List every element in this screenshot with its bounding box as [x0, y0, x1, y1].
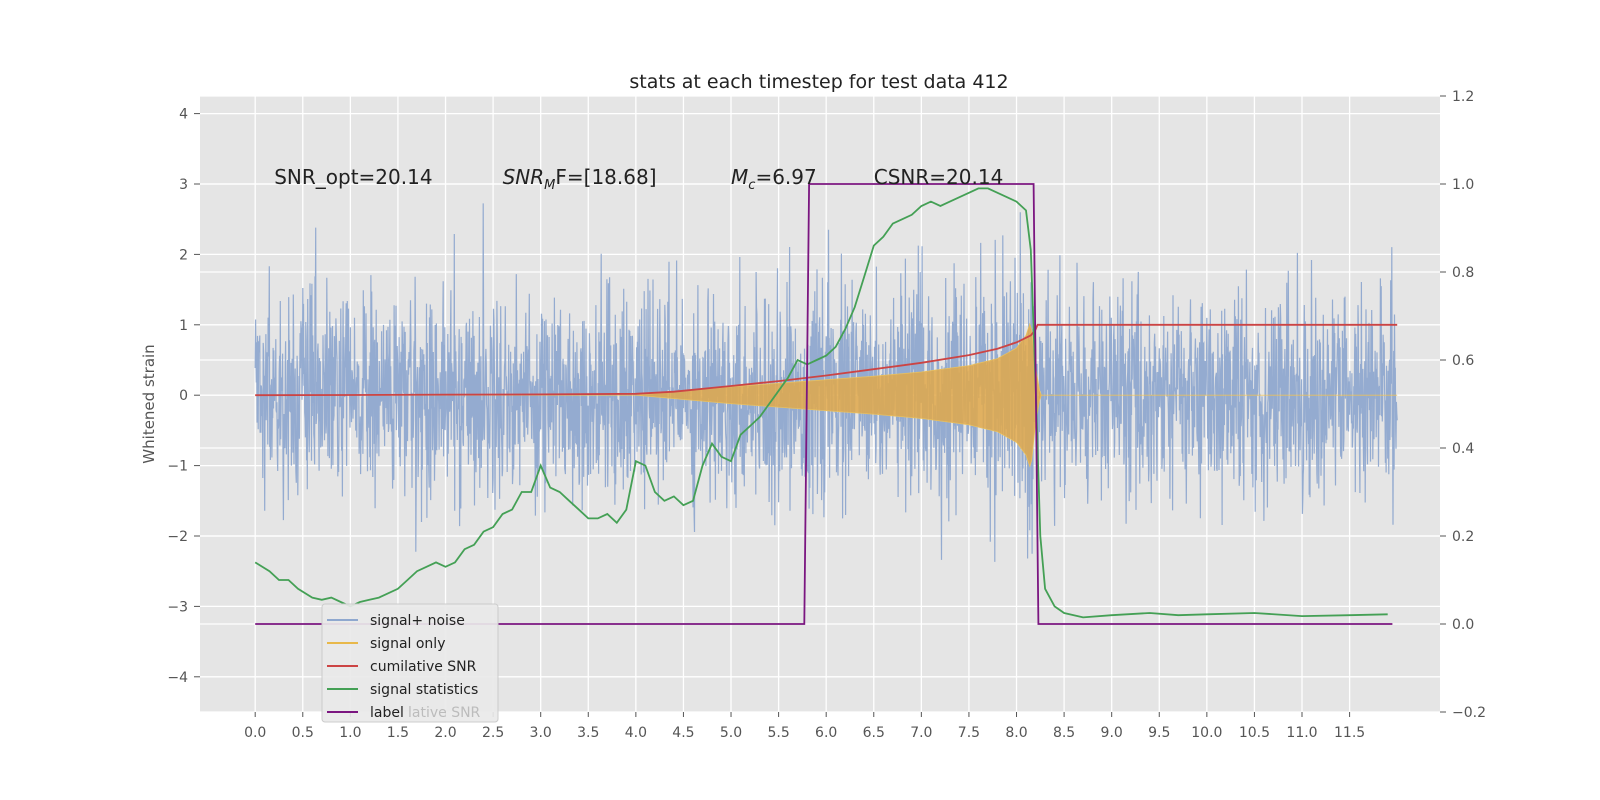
annotations: SNR_opt=20.14 SNRMF=[18.68] Mc=6.97 CSNR=20… — [274, 165, 1003, 193]
x-tick-label: 4.0 — [625, 725, 647, 741]
annotation-subscript: M — [544, 178, 555, 193]
x-tick-label: 6.0 — [815, 725, 837, 741]
x-tick-label: 1.0 — [339, 725, 361, 741]
x-tick-label: 5.0 — [720, 725, 742, 741]
y-tick-label-right: 0.8 — [1452, 265, 1474, 281]
x-tick-label: 10.0 — [1191, 725, 1222, 741]
y-tick-label-right: 0.4 — [1452, 441, 1474, 457]
x-tick-label: 7.5 — [958, 725, 980, 741]
x-tick-label: 6.5 — [863, 725, 885, 741]
y-tick-label-left: 0 — [179, 388, 188, 404]
series-label — [255, 183, 1393, 625]
chart-title: stats at each timestep for test data 412 — [629, 71, 1008, 93]
x-tick-label: 0.0 — [244, 725, 266, 741]
legend-entry-label: signal statistics — [370, 682, 478, 698]
x-tick-label: 11.5 — [1334, 725, 1365, 741]
y-tick-label-left: −3 — [167, 599, 188, 615]
x-tick-label: 0.5 — [292, 725, 314, 741]
y-tick-label-right: 0.2 — [1452, 529, 1474, 545]
legend-entry-label: label — [370, 705, 404, 721]
x-tick-label: 8.5 — [1053, 725, 1075, 741]
legend-entry-label: cumilative SNR — [370, 659, 477, 675]
x-tick-label: 7.0 — [910, 725, 932, 741]
x-tick-label: 9.5 — [1148, 725, 1170, 741]
x-tick-label: 11.0 — [1286, 725, 1317, 741]
axes: 0.0 0.5 1.0 1.5 2.0 2.5 3.0 3.5 4.0 4.5 5.0 5.5 6.0 6… — [167, 89, 1486, 741]
x-tick-label: 9.0 — [1101, 725, 1123, 741]
annotation-value: F=[18.68] — [555, 165, 656, 189]
y-tick-label-left: −2 — [167, 529, 188, 545]
y-tick-label-left: −1 — [167, 459, 188, 475]
legend-ghost-text: lative SNR — [408, 705, 481, 721]
series-cumulative-snr — [255, 323, 1398, 397]
y-tick-label-left: 3 — [179, 177, 188, 193]
y-tick-label-left: 2 — [179, 247, 188, 263]
x-tick-label: 2.5 — [482, 725, 504, 741]
series-signal-noise — [254, 203, 1398, 562]
x-tick-label: 2.0 — [434, 725, 456, 741]
x-tick-label: 8.0 — [1005, 725, 1027, 741]
legend-entry-label: signal only — [370, 636, 445, 652]
y-tick-label-left: −4 — [167, 670, 188, 686]
y-tick-label-right: 0.6 — [1452, 353, 1474, 369]
x-tick-label: 4.5 — [672, 725, 694, 741]
y-axis-label: Whitened strain — [140, 344, 158, 463]
annotation-text: CSNR=20.14 — [874, 165, 1004, 189]
series-signal-statistics — [254, 187, 1388, 619]
x-tick-label: 10.5 — [1239, 725, 1270, 741]
y-tick-label-left: 1 — [179, 318, 188, 334]
annotation-text: Mc=6.97 — [731, 165, 817, 193]
x-tick-label: 3.5 — [577, 725, 599, 741]
y-tick-label-left: 4 — [179, 107, 188, 123]
annotation-value: =6.97 — [755, 165, 816, 189]
annotation-text: SNR_opt=20.14 — [274, 165, 432, 189]
annotation-symbol: SNR — [503, 165, 545, 189]
y-tick-label-right: −0.2 — [1452, 705, 1486, 721]
legend-entry-label: signal+ noise — [370, 613, 465, 629]
data-layer — [254, 183, 1398, 625]
y-tick-label-right: 0.0 — [1452, 617, 1474, 633]
x-tick-label: 5.5 — [767, 725, 789, 741]
x-tick-label: 3.0 — [530, 725, 552, 741]
legend: signal+ noise signal only cumilative SNR si… — [321, 603, 499, 723]
legend-box — [321, 603, 499, 723]
y-tick-label-right: 1.0 — [1452, 177, 1474, 193]
series-signal-only — [255, 322, 1398, 468]
annotation-text: SNRMF=[18.68] — [503, 165, 657, 193]
annotation-symbol: M — [731, 165, 748, 189]
y-tick-label-right: 1.2 — [1452, 89, 1474, 105]
x-tick-label: 1.5 — [387, 725, 409, 741]
annotation-subscript: c — [748, 178, 755, 193]
